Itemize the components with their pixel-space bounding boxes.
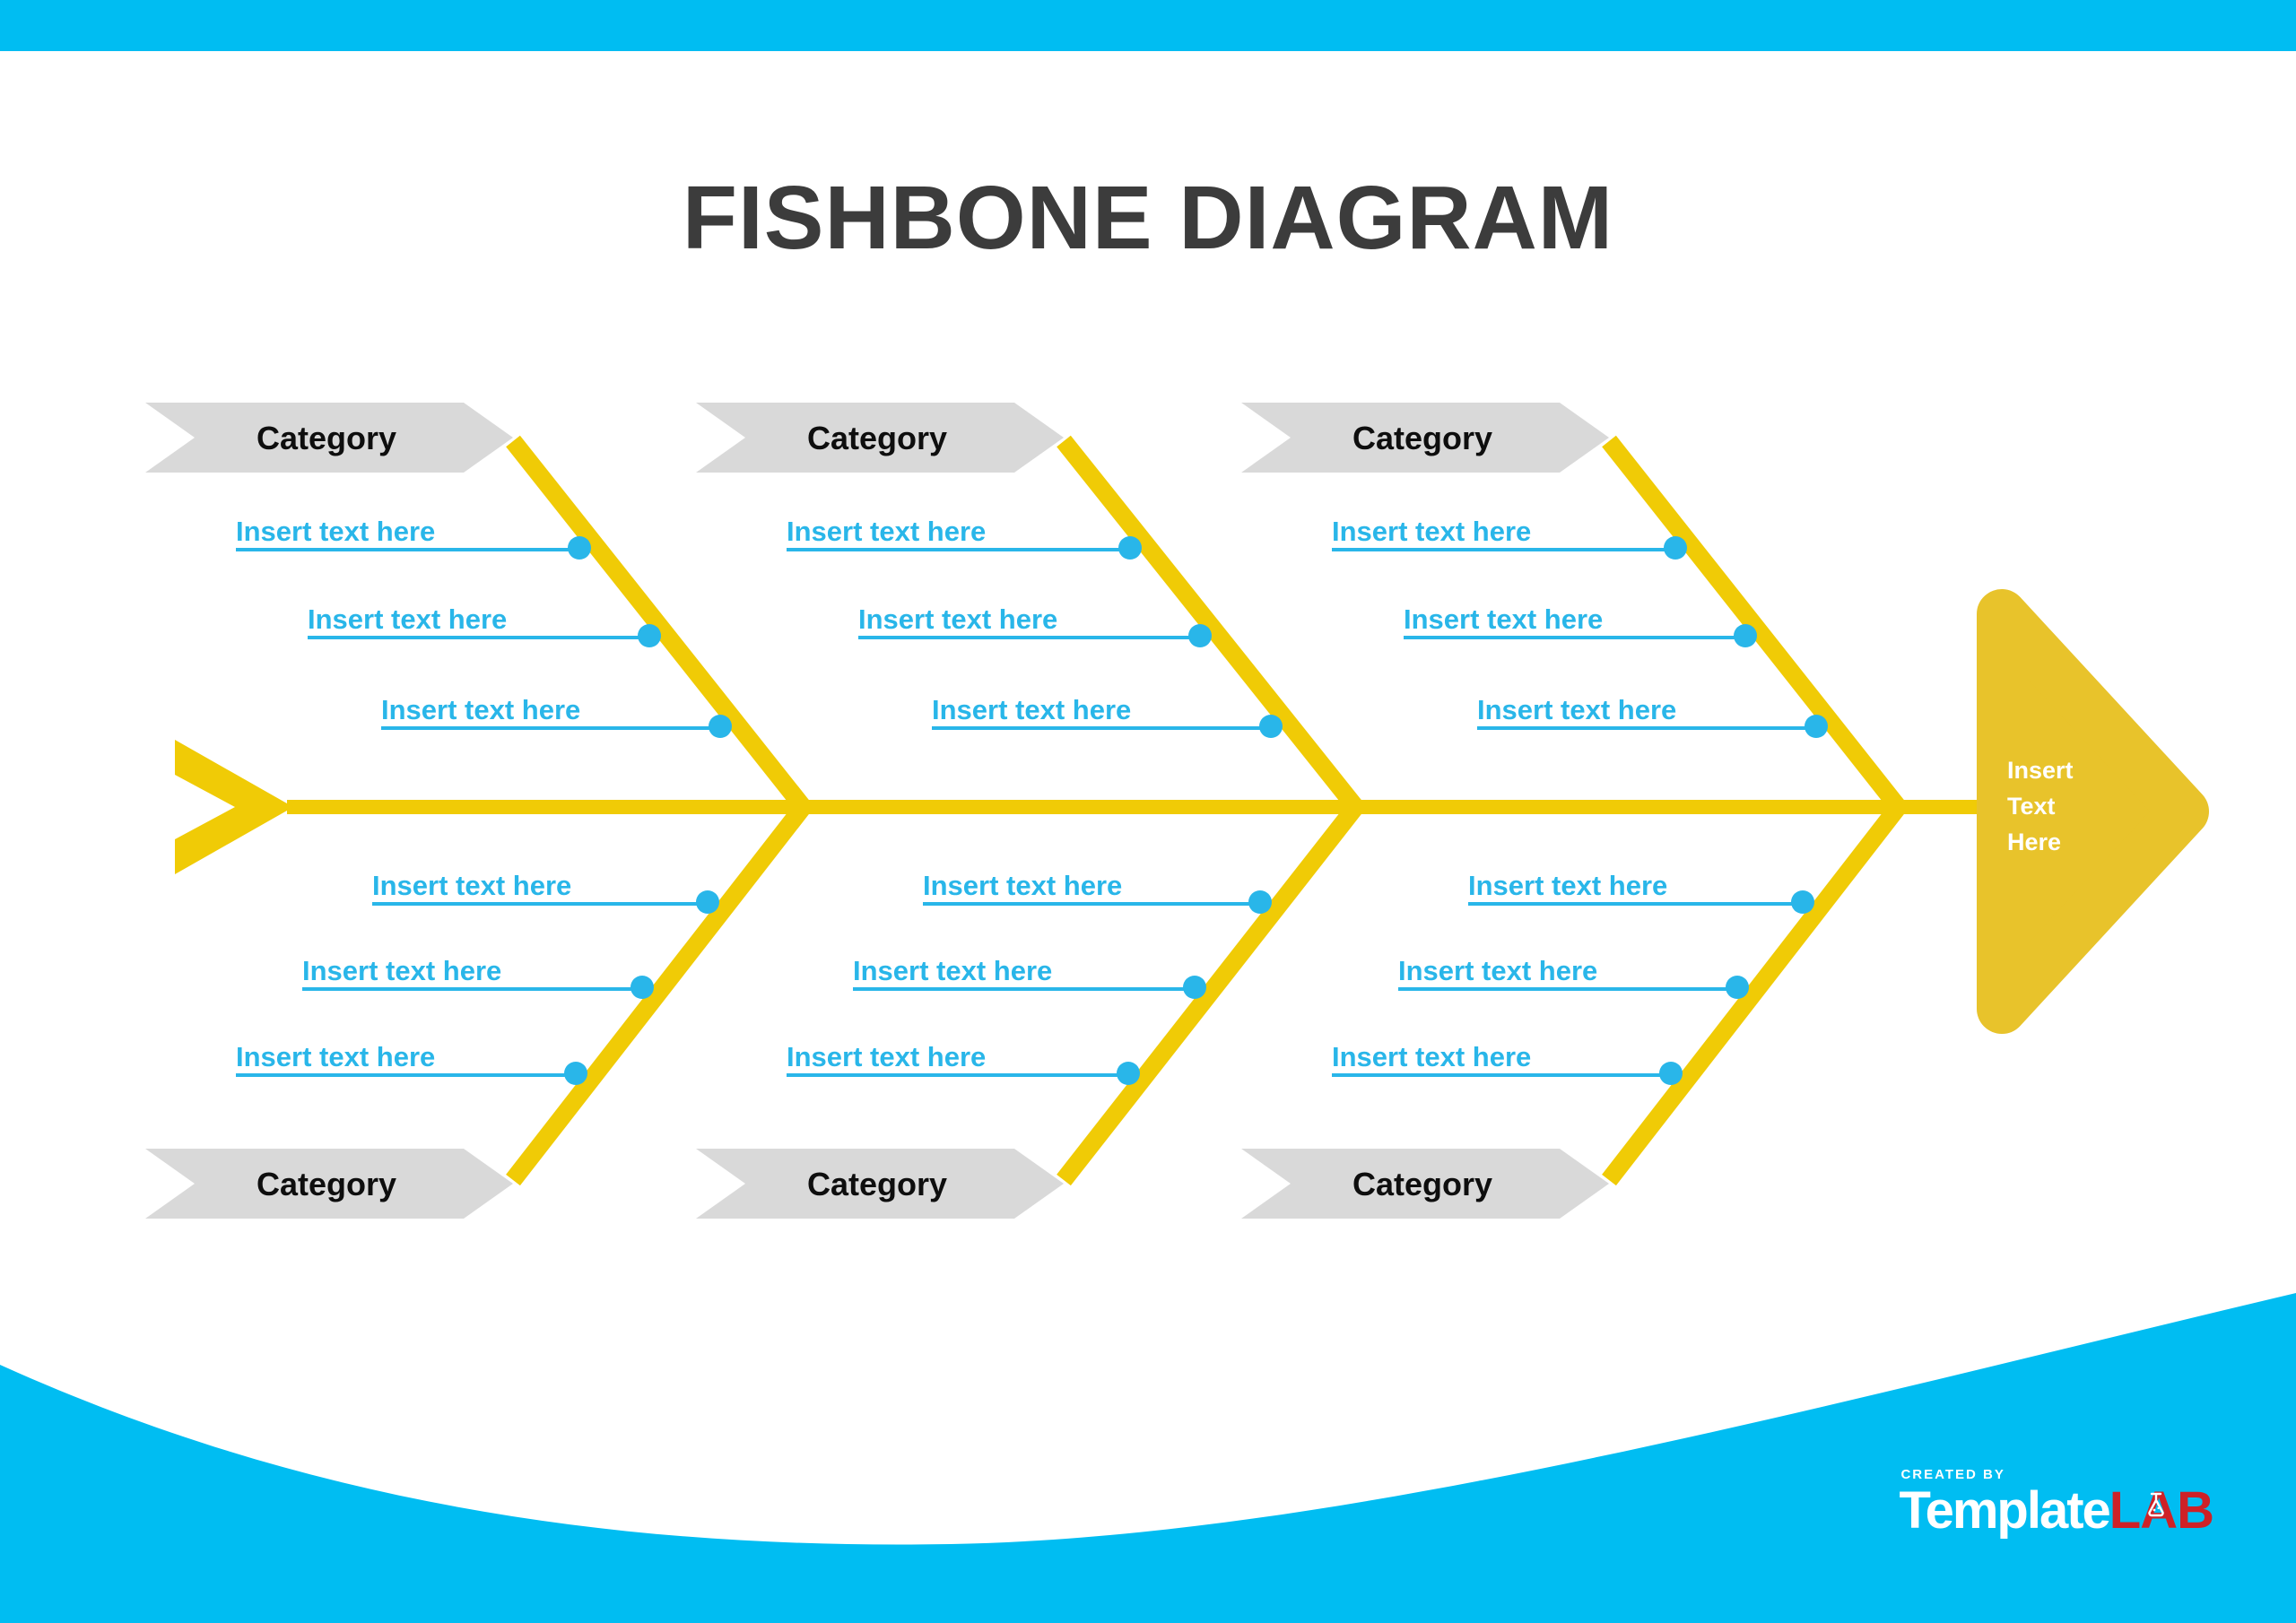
fish-spine — [287, 800, 1984, 814]
cause-dot — [1734, 624, 1757, 647]
category-banner — [1241, 403, 1609, 473]
cause-label[interactable]: Insert text here — [932, 694, 1131, 725]
cause-label[interactable]: Insert text here — [853, 955, 1052, 986]
cause-dot — [1659, 1062, 1683, 1085]
brand-template: Template — [1899, 1481, 2110, 1540]
cause-dot — [709, 715, 732, 738]
cause-dot — [1248, 890, 1272, 914]
top-bar — [0, 0, 2296, 51]
category-label[interactable]: Category — [807, 1166, 947, 1202]
bone-line-top — [1057, 435, 1364, 815]
cause-dot — [1259, 715, 1283, 738]
cause-dot — [1183, 976, 1206, 999]
bone-line-top — [1602, 435, 1907, 815]
cause-label[interactable]: Insert text here — [787, 516, 986, 547]
category-label[interactable]: Category — [1352, 420, 1492, 456]
cause-label[interactable]: Insert text here — [858, 603, 1057, 635]
fish-head-label-line[interactable]: Here — [2007, 829, 2061, 855]
brand-wordmark: TemplateLAB — [1899, 1481, 2214, 1540]
cause-dot — [1664, 536, 1687, 560]
cause-label[interactable]: Insert text here — [372, 870, 571, 901]
category-label[interactable]: Category — [807, 420, 947, 456]
cause-label[interactable]: Insert text here — [1398, 955, 1597, 986]
cause-label[interactable]: Insert text here — [1332, 1041, 1531, 1072]
cause-label[interactable]: Insert text here — [1404, 603, 1603, 635]
cause-label[interactable]: Insert text here — [302, 955, 501, 986]
cause-label[interactable]: Insert text here — [381, 694, 580, 725]
cause-dot — [1791, 890, 1814, 914]
fish-head-label-line[interactable]: Insert — [2007, 757, 2074, 784]
cause-label[interactable]: Insert text here — [1468, 870, 1667, 901]
category-banner — [145, 1149, 513, 1219]
category-banner — [145, 403, 513, 473]
category-label[interactable]: Category — [257, 420, 396, 456]
flask-icon — [2148, 1492, 2164, 1517]
cause-label[interactable]: Insert text here — [236, 1041, 435, 1072]
cause-dot — [568, 536, 591, 560]
fish-tail — [175, 740, 293, 874]
bone-line-bottom — [506, 799, 812, 1186]
bone-line-bottom — [1057, 799, 1364, 1186]
templatelab-logo: CREATED BY TemplateLAB — [1899, 1467, 2214, 1540]
fish-head-label-line[interactable]: Text — [2007, 793, 2056, 820]
bone-line-top — [506, 435, 812, 815]
cause-dot — [564, 1062, 587, 1085]
cause-dot — [1118, 536, 1142, 560]
cause-label[interactable]: Insert text here — [308, 603, 507, 635]
category-label[interactable]: Category — [257, 1166, 396, 1202]
cause-dot — [1188, 624, 1212, 647]
bone-line-bottom — [1602, 799, 1907, 1186]
cause-label[interactable]: Insert text here — [1477, 694, 1676, 725]
brand-lab: LAB — [2109, 1481, 2214, 1540]
cause-label[interactable]: Insert text here — [1332, 516, 1531, 547]
category-label[interactable]: Category — [1352, 1166, 1492, 1202]
cause-dot — [1726, 976, 1749, 999]
page-title: FISHBONE DIAGRAM — [682, 168, 1614, 268]
cause-dot — [696, 890, 719, 914]
category-banner — [696, 1149, 1064, 1219]
cause-dot — [1805, 715, 1828, 738]
cause-dot — [638, 624, 661, 647]
fish-head-arrow — [1977, 589, 2209, 1034]
created-by-label: CREATED BY — [1900, 1467, 2005, 1482]
cause-dot — [631, 976, 654, 999]
category-banner — [696, 403, 1064, 473]
category-banner — [1241, 1149, 1609, 1219]
cause-label[interactable]: Insert text here — [923, 870, 1122, 901]
cause-dot — [1117, 1062, 1140, 1085]
bottom-wave — [0, 1293, 2296, 1623]
cause-label[interactable]: Insert text here — [787, 1041, 986, 1072]
cause-label[interactable]: Insert text here — [236, 516, 435, 547]
